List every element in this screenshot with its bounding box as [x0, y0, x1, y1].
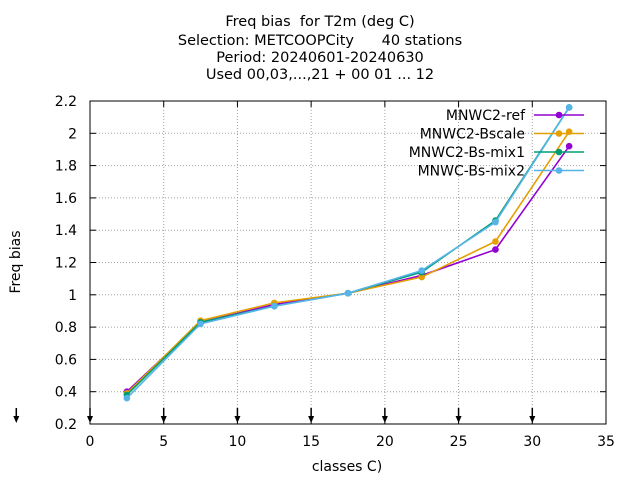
arrow-marker-head: [234, 416, 241, 423]
chart-subtitle-period: Period: 20240601-20240630: [216, 50, 424, 66]
data-point: [492, 246, 499, 253]
x-axis-label: classes C): [312, 459, 382, 475]
arrow-marker-head: [308, 416, 315, 423]
data-point: [344, 289, 352, 297]
data-point: [565, 142, 573, 150]
y-tick-label: 0.4: [55, 385, 77, 401]
arrow-marker-head: [529, 416, 536, 423]
tick-labels: 0.2 0.4 0.6 0.8 1 1.2 1.4 1.6 1.8 2 2.2 0 5 10 15 20 25 3…: [55, 94, 615, 450]
x-tick-label: 5: [159, 434, 168, 450]
data-point: [418, 273, 426, 281]
x-tick-label: 25: [450, 434, 468, 450]
arrow-marker-head: [13, 416, 20, 423]
x-tick-label: 0: [86, 434, 95, 450]
y-axis-label: Freq bias: [8, 230, 24, 293]
data-point: [492, 218, 499, 226]
y-tick-label: 1.4: [55, 223, 77, 239]
y-tick-label: 2.2: [55, 94, 77, 110]
arrow-marker-head: [381, 416, 388, 423]
chart-title: Freq bias for T2m (deg C): [225, 14, 415, 30]
data-point: [565, 104, 573, 111]
x-tick-label: 15: [302, 434, 320, 450]
legend-label: MNWC-Bs-mix2: [418, 164, 525, 180]
arrow-markers: [13, 408, 536, 423]
data-point: [123, 394, 131, 402]
y-tick-label: 1: [68, 288, 77, 304]
legend-marker: [555, 130, 563, 137]
data-point: [418, 267, 426, 274]
chart-subtitle-selection: Selection: METCOOPCity 40 stations: [177, 33, 463, 49]
grid-lines: [90, 101, 606, 424]
legend-marker: [555, 111, 563, 119]
y-tick-label: 0.2: [55, 417, 77, 433]
legend-label: MNWC2-ref: [446, 108, 526, 124]
arrow-marker-head: [87, 416, 93, 423]
y-tick-label: 0.8: [55, 320, 77, 336]
arrow-marker-head: [455, 416, 462, 423]
data-point: [492, 238, 499, 245]
data-point: [197, 320, 204, 328]
series-line: [126, 145, 570, 393]
y-tick-label: 1.8: [55, 159, 77, 175]
chart-subtitle-used: Used 00,03,...,21 + 00 01 ... 12: [205, 67, 435, 83]
legend-marker: [555, 148, 563, 156]
plot-frame: [89, 100, 607, 425]
legend-label: MNWC2-Bs-mix1: [409, 145, 525, 161]
x-tick-label: 30: [523, 434, 541, 450]
y-tick-label: 1.6: [55, 191, 77, 207]
data-point: [270, 302, 278, 310]
arrow-marker-head: [160, 416, 167, 423]
y-tick-label: 0.6: [55, 352, 77, 368]
legend-label: MNWC2-Bscale: [420, 127, 525, 143]
y-tick-label: 2: [68, 126, 77, 142]
data-series: [123, 104, 573, 402]
legend-marker: [555, 167, 563, 174]
x-tick-label: 20: [376, 434, 394, 450]
y-tick-label: 1.2: [55, 256, 77, 272]
x-tick-label: 35: [597, 434, 615, 450]
x-tick-label: 10: [229, 434, 247, 450]
legend: MNWC2-ref MNWC2-Bscale MNWC2-Bs-mix1 MNWC-B…: [409, 108, 584, 180]
